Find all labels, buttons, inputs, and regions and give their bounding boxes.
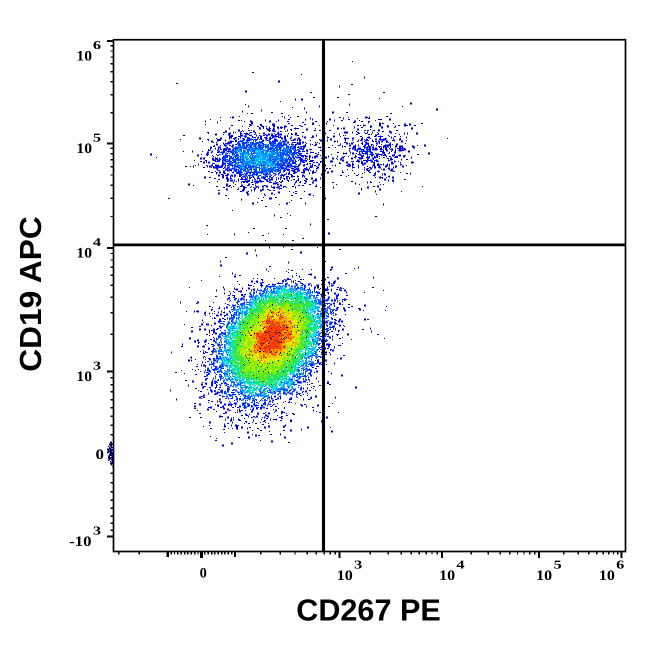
- svg-text:4: 4: [456, 557, 464, 571]
- svg-text:5: 5: [93, 131, 101, 145]
- svg-text:-10: -10: [69, 534, 91, 550]
- svg-text:10: 10: [76, 49, 92, 65]
- svg-text:6: 6: [93, 38, 101, 52]
- svg-text:10: 10: [76, 246, 92, 262]
- svg-text:3: 3: [354, 557, 362, 571]
- svg-text:CD267 PE: CD267 PE: [296, 594, 441, 628]
- svg-text:10: 10: [536, 568, 552, 584]
- svg-text:3: 3: [93, 524, 101, 538]
- svg-text:10: 10: [76, 141, 92, 157]
- svg-text:10: 10: [76, 369, 92, 385]
- svg-text:0: 0: [96, 447, 105, 463]
- svg-text:10: 10: [337, 568, 353, 584]
- svg-text:0: 0: [200, 565, 207, 581]
- svg-text:10: 10: [439, 568, 455, 584]
- svg-text:4: 4: [93, 235, 101, 249]
- svg-text:CD19 APC: CD19 APC: [14, 216, 48, 372]
- svg-text:10: 10: [599, 568, 615, 584]
- svg-text:3: 3: [93, 359, 101, 373]
- svg-text:6: 6: [616, 557, 624, 571]
- svg-text:5: 5: [554, 557, 562, 571]
